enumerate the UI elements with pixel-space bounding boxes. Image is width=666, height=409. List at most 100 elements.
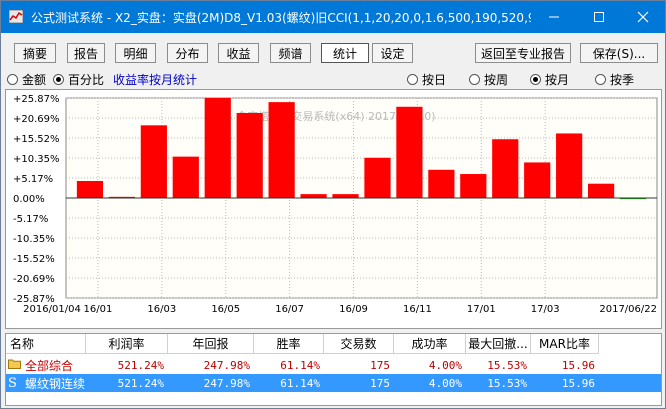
tab-distribution[interactable]: 分布 bbox=[167, 43, 208, 63]
radio-week[interactable]: 按周 bbox=[469, 71, 508, 88]
window-title: 公式测试系统 - X2_实盘：实盘(2M)D8_V1.03(螺纹)旧CCI(1,… bbox=[31, 11, 531, 25]
y-tick-label: +25.87% bbox=[13, 94, 60, 105]
bar-17-01[interactable] bbox=[460, 174, 487, 198]
table-cell: 521.24% bbox=[117, 376, 164, 390]
radio-percent[interactable]: 百分比 bbox=[53, 71, 104, 88]
bar-16-03[interactable] bbox=[140, 125, 167, 198]
radio-week-label: 按周 bbox=[484, 73, 509, 87]
y-tick-label: -15.52% bbox=[13, 254, 55, 265]
bar-17-02[interactable] bbox=[492, 139, 519, 198]
column-header[interactable]: 最大回撤... bbox=[466, 334, 531, 354]
radio-amount[interactable]: 金额 bbox=[7, 71, 46, 88]
title-bar[interactable]: 公式测试系统 - X2_实盘：实盘(2M)D8_V1.03(螺纹)旧CCI(1,… bbox=[1, 1, 665, 33]
table-cell: 247.98% bbox=[203, 376, 250, 390]
column-header[interactable]: 交易数 bbox=[324, 334, 394, 354]
bar-16-05[interactable] bbox=[204, 97, 231, 198]
x-tick-label: 2017/06/22 bbox=[599, 304, 657, 315]
bar-17-06[interactable] bbox=[619, 198, 647, 200]
radio-day[interactable]: 按日 bbox=[407, 71, 446, 88]
table-cell: 15.53% bbox=[487, 358, 527, 372]
stat-title: 收益率按月统计 bbox=[113, 73, 198, 87]
column-header[interactable]: MAR比率 bbox=[531, 334, 599, 354]
radio-dot bbox=[7, 74, 18, 85]
row-name: 全部综合 bbox=[25, 358, 74, 373]
radio-amount-label: 金额 bbox=[22, 73, 47, 87]
y-tick-label: +10.35% bbox=[13, 154, 60, 165]
y-tick-label: +5.17% bbox=[13, 174, 53, 185]
bar-17-05[interactable] bbox=[587, 183, 615, 198]
radio-dot bbox=[595, 74, 606, 85]
tab-settings[interactable]: 设定 bbox=[372, 43, 413, 63]
bar-17-03[interactable] bbox=[524, 162, 551, 198]
radio-month-label: 按月 bbox=[545, 73, 570, 87]
column-header[interactable]: 胜率 bbox=[254, 334, 324, 354]
bar-16-10[interactable] bbox=[364, 157, 391, 198]
back-to-report-button[interactable]: 返回至专业报告 bbox=[475, 43, 571, 63]
maximize-icon bbox=[593, 12, 604, 22]
tab-detail[interactable]: 明细 bbox=[115, 43, 156, 63]
chart-panel: 金字塔决策交易系统(x64) 2017(v4.10) +25.87% +20.69… bbox=[5, 89, 662, 329]
bar-16-09[interactable] bbox=[332, 194, 359, 198]
x-tick-label: 16/11 bbox=[403, 304, 432, 315]
table-cell: 61.14% bbox=[280, 358, 320, 372]
radio-dot-selected bbox=[530, 74, 541, 85]
tab-spectrum[interactable]: 频谱 bbox=[270, 43, 311, 63]
result-table: 名称 利润率 年回报 胜率 交易数 成功率 最大回撤... MAR比率 全部综合 521.24%… bbox=[5, 333, 662, 406]
table-cell: 175 bbox=[370, 376, 390, 390]
bar-16-01[interactable] bbox=[76, 180, 104, 198]
x-tick-label: 2016/01/04 bbox=[23, 304, 81, 315]
folder-icon bbox=[8, 358, 22, 372]
table-row[interactable]: 全部综合 521.24% 247.98% 61.14% 175 4.00% 15.53% 15… bbox=[6, 356, 661, 374]
x-tick-label: 16/09 bbox=[339, 304, 368, 315]
bar-16-06[interactable] bbox=[236, 112, 263, 198]
radio-day-label: 按日 bbox=[422, 73, 447, 87]
radio-season[interactable]: 按季 bbox=[595, 71, 634, 88]
x-tick-label: 16/05 bbox=[211, 304, 240, 315]
y-tick-label: -20.69% bbox=[13, 274, 55, 285]
row-name-cell: S 螺纹钢连续 bbox=[8, 374, 86, 392]
options-row: 金额 百分比 收益率按月统计 按日 按周 按月 按季 bbox=[1, 69, 665, 87]
radio-dot bbox=[407, 74, 418, 85]
table-cell: 247.98% bbox=[203, 358, 250, 372]
column-header[interactable]: 年回报 bbox=[168, 334, 254, 354]
save-button[interactable]: 保存(S)... bbox=[580, 43, 658, 63]
y-tick-label: +20.69% bbox=[13, 114, 60, 125]
y-tick-label: -5.17% bbox=[13, 214, 48, 225]
radio-season-label: 按季 bbox=[610, 73, 635, 87]
bar-17-04[interactable] bbox=[556, 133, 583, 198]
bar-16-02[interactable] bbox=[108, 196, 136, 198]
y-tick-label: -10.35% bbox=[13, 234, 55, 245]
bar-16-07[interactable] bbox=[268, 102, 295, 198]
bar-16-04[interactable] bbox=[172, 156, 199, 198]
column-header[interactable]: 名称 bbox=[6, 334, 86, 354]
column-header[interactable]: 成功率 bbox=[394, 334, 466, 354]
tab-report[interactable]: 报告 bbox=[67, 43, 105, 63]
row-name-cell: 全部综合 bbox=[8, 356, 86, 374]
bar-16-11[interactable] bbox=[396, 106, 423, 198]
table-cell: 61.14% bbox=[280, 376, 320, 390]
table-cell: 521.24% bbox=[117, 358, 164, 372]
table-cell: 15.96 bbox=[561, 376, 595, 390]
table-cell: 175 bbox=[370, 358, 390, 372]
table-cell: 4.00% bbox=[428, 358, 462, 372]
minimize-button[interactable] bbox=[531, 1, 576, 33]
table-row[interactable]: S 螺纹钢连续 521.24% 247.98% 61.14% 175 4.00% 15.53%… bbox=[6, 374, 661, 392]
strategy-s-icon: S bbox=[8, 375, 17, 391]
y-tick-label: +15.52% bbox=[13, 134, 60, 145]
column-header[interactable]: 利润率 bbox=[86, 334, 168, 354]
tab-profit[interactable]: 收益 bbox=[218, 43, 259, 63]
bar-16-08[interactable] bbox=[300, 194, 327, 198]
table-cell: 15.96 bbox=[561, 358, 595, 372]
tab-summary[interactable]: 摘要 bbox=[14, 43, 56, 63]
close-icon bbox=[637, 11, 648, 23]
bar-16-12[interactable] bbox=[428, 169, 455, 198]
maximize-button[interactable] bbox=[576, 1, 621, 33]
monthly-return-chart: 金字塔决策交易系统(x64) 2017(v4.10) +25.87%+20.69… bbox=[13, 94, 658, 315]
tab-statistics[interactable]: 统计 bbox=[321, 43, 369, 63]
radio-dot bbox=[469, 74, 480, 85]
radio-month[interactable]: 按月 bbox=[530, 71, 569, 88]
minimize-icon bbox=[548, 16, 559, 18]
radio-percent-label: 百分比 bbox=[68, 73, 105, 87]
close-button[interactable] bbox=[620, 1, 665, 33]
